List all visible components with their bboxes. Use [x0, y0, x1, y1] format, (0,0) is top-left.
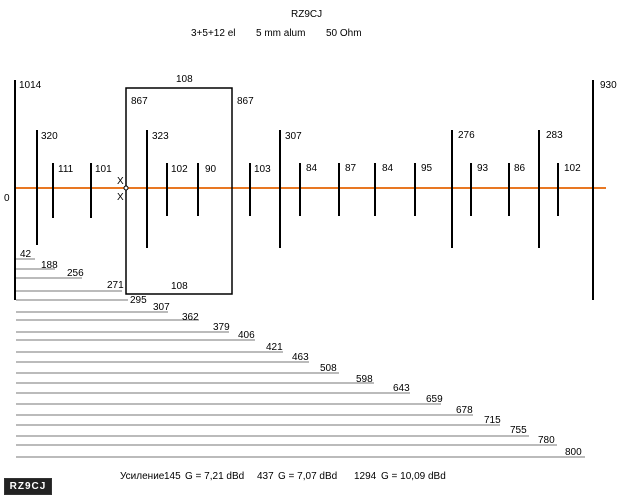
- element-label-16: 86: [514, 163, 526, 174]
- feed-mark-upper: X: [117, 176, 124, 187]
- gain-value-3: G = 10,09 dBd: [381, 471, 446, 482]
- spacing-label-20: 800: [565, 447, 582, 458]
- spacing-label-15: 659: [426, 394, 443, 405]
- gain-freq-3: 1294: [354, 471, 377, 482]
- gain-freq-2: 437: [257, 471, 274, 482]
- rz9cj-logo: RZ9CJ: [4, 478, 52, 495]
- element-label-11: 87: [345, 163, 357, 174]
- gain-prefix: Усиление: [120, 471, 165, 482]
- spacing-label-3: 256: [67, 268, 84, 279]
- element-label-18: 102: [564, 163, 581, 174]
- gain-freq-1: 145: [164, 471, 181, 482]
- spacing-label-7: 362: [182, 312, 199, 323]
- element-label-17: 283: [546, 130, 563, 141]
- diagram-title: RZ9CJ: [291, 9, 323, 20]
- element-label-8: 103: [254, 164, 271, 175]
- element-label-5: 323: [152, 131, 169, 142]
- element-label-19: 930: [600, 80, 617, 91]
- gain-value-1: G = 7,21 dBd: [185, 471, 245, 482]
- element-label-2: 320: [41, 131, 58, 142]
- spacing-label-6: 307: [153, 302, 170, 313]
- loop-left-side-label: 867: [131, 96, 148, 107]
- element-label-7: 90: [205, 164, 217, 175]
- feed-mark-lower: X: [117, 192, 124, 203]
- impedance-spec: 50 Ohm: [326, 28, 362, 39]
- element-label-10: 84: [306, 163, 318, 174]
- element-label-4: 101: [95, 164, 112, 175]
- spacing-label-4: 271: [107, 280, 124, 291]
- spacing-label-16: 678: [456, 405, 473, 416]
- loop-right-side-label: 867: [237, 96, 254, 107]
- tube-spec: 5 mm alum: [256, 28, 306, 39]
- spacing-label-8: 379: [213, 322, 230, 333]
- spacing-label-1: 42: [20, 249, 32, 260]
- spacing-label-19: 780: [538, 435, 555, 446]
- spacing-label-5: 295: [130, 295, 147, 306]
- loop-frame: [125, 87, 233, 295]
- feed-point: [123, 185, 129, 191]
- loop-top-label: 108: [176, 74, 193, 85]
- element-label-13: 95: [421, 163, 433, 174]
- element-label-14: 276: [458, 130, 475, 141]
- boom-origin-label: 0: [4, 193, 10, 204]
- spacing-label-9: 406: [238, 330, 255, 341]
- spacing-label-12: 508: [320, 363, 337, 374]
- spacing-label-17: 715: [484, 415, 501, 426]
- element-label-15: 93: [477, 163, 489, 174]
- spacing-label-10: 421: [266, 342, 283, 353]
- spacing-label-2: 188: [41, 260, 58, 271]
- loop-bottom-label: 108: [171, 281, 188, 292]
- element-config: 3+5+12 el: [191, 28, 236, 39]
- spacing-label-13: 598: [356, 374, 373, 385]
- element-label-6: 102: [171, 164, 188, 175]
- element-label-9: 307: [285, 131, 302, 142]
- element-label-3: 111: [58, 164, 74, 175]
- spacing-label-11: 463: [292, 352, 309, 363]
- spacing-label-14: 643: [393, 383, 410, 394]
- gain-value-2: G = 7,07 dBd: [278, 471, 338, 482]
- element-label-12: 84: [382, 163, 394, 174]
- element-label-1: 1014: [19, 80, 42, 91]
- spacing-label-18: 755: [510, 425, 527, 436]
